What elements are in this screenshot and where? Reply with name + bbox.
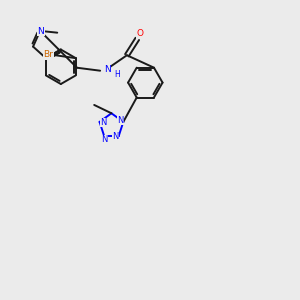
Text: N: N <box>100 118 106 127</box>
Text: N: N <box>117 116 124 125</box>
Text: N: N <box>37 27 44 36</box>
Text: H: H <box>114 70 120 79</box>
Text: Br: Br <box>44 50 53 59</box>
Text: O: O <box>136 29 143 38</box>
Text: N: N <box>104 65 110 74</box>
Text: N: N <box>112 132 119 141</box>
Text: N: N <box>101 135 108 144</box>
